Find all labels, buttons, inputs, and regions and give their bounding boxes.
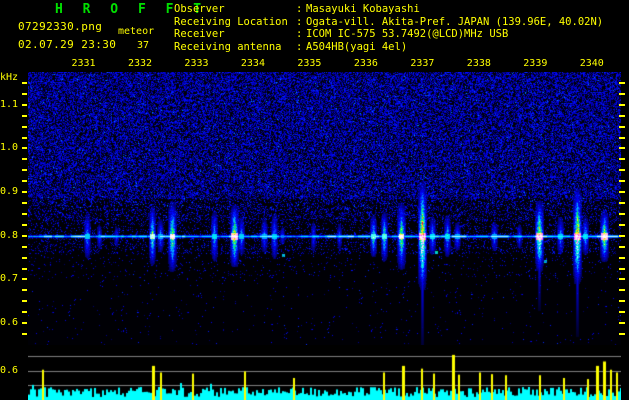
y-axis-tick-mark <box>22 103 27 106</box>
y-axis-tick-mark-right <box>619 289 625 292</box>
spectrogram-canvas <box>28 72 621 345</box>
y-axis-tick-mark <box>22 169 27 172</box>
y-axis-tick-mark-right <box>619 158 625 161</box>
y-axis-tick-mark-right <box>619 234 625 237</box>
meteor-count-label: meteor <box>118 26 155 37</box>
app-title: H R O F F T <box>55 2 208 17</box>
y-axis-tick-mark-right <box>619 114 625 117</box>
metadata-value: ICOM IC-575 53.7492(@LCD)MHz USB <box>306 28 509 41</box>
y-axis-tick-mark-right <box>619 300 625 303</box>
y-axis-tick-mark <box>22 245 27 248</box>
metadata-colon: : <box>296 3 303 15</box>
metadata-key: Receiving Location <box>174 15 288 28</box>
metadata-colon: : <box>296 28 303 41</box>
y-axis-tick-mark-right <box>619 278 625 281</box>
metadata-block: Observer: Masayuki Kobayashi Receiving Loc… <box>174 3 603 53</box>
y-axis-tick-mark-right <box>619 223 625 226</box>
y-axis-tick-mark-right <box>619 311 625 314</box>
y-axis-tick-mark-right <box>619 147 625 150</box>
y-axis-tick-mark-right <box>619 169 625 172</box>
x-axis-tick-label: 2334 <box>240 58 265 69</box>
metadata-key: Receiving antenna <box>174 40 282 53</box>
y-axis-tick-mark <box>22 202 27 205</box>
y-axis-tick-mark-right <box>619 245 625 248</box>
y-axis-tick-mark <box>22 234 27 237</box>
y-axis-tick-label: 0.6 <box>0 317 19 329</box>
metadata-value: A504HB(yagi 4el) <box>306 40 408 53</box>
y-axis-tick-mark-right <box>619 81 625 84</box>
y-axis-tick-mark <box>22 125 27 128</box>
x-axis-tick-label: 2335 <box>297 58 322 69</box>
y-axis-tick-mark-right <box>619 202 625 205</box>
strip-chart-y-label: 0.6 <box>0 365 19 376</box>
metadata-key: Receiver <box>174 28 225 41</box>
metadata-row: Receiving antenna: A504HB(yagi 4el) <box>174 41 603 54</box>
y-axis-tick-mark <box>22 300 27 303</box>
y-axis-tick-mark <box>22 212 27 215</box>
y-axis-tick-mark <box>22 322 27 325</box>
filename-label: 07292330.png <box>18 20 103 33</box>
y-axis-tick-mark <box>22 158 27 161</box>
y-axis-tick-mark <box>22 191 27 194</box>
y-axis-tick-mark <box>22 333 27 336</box>
y-axis-tick-label: 0.7 <box>0 273 19 285</box>
x-axis-tick-label: 2339 <box>523 58 548 69</box>
y-axis-tick-mark <box>22 223 27 226</box>
metadata-key: Observer <box>174 3 225 15</box>
metadata-row: Receiving Location: Ogata-vill. Akita-Pre… <box>174 16 603 29</box>
meteor-count-value: 37 <box>137 40 150 51</box>
y-axis-tick-mark <box>22 147 27 150</box>
x-axis-tick-label: 2333 <box>184 58 209 69</box>
y-axis-tick-mark <box>22 81 27 84</box>
metadata-value: Ogata-vill. Akita-Pref. JAPAN (139.96E, … <box>306 15 604 28</box>
metadata-row: Observer: Masayuki Kobayashi <box>174 3 603 16</box>
x-axis-tick-label: 2340 <box>579 58 604 69</box>
y-axis-tick-label: 1.1 <box>0 98 19 110</box>
y-axis-tick-mark-right <box>619 267 625 270</box>
header-panel: H R O F F T 07292330.png 02.07.29 23:30 … <box>0 0 629 58</box>
y-axis-tick-label: 1.0 <box>0 142 19 154</box>
y-axis-tick-mark <box>22 267 27 270</box>
y-axis-tick-mark <box>22 256 27 259</box>
y-axis-tick-mark <box>22 136 27 139</box>
x-axis-tick-label: 2336 <box>353 58 378 69</box>
spectrogram-panel: 2331 2332 2333 2334 2335 2336 2337 2338 2339 2340… <box>0 58 629 345</box>
x-axis-tick-label: 2331 <box>71 58 96 69</box>
strip-chart-canvas <box>28 345 621 400</box>
y-axis-tick-label: 0.8 <box>0 229 19 241</box>
datetime-label: 02.07.29 23:30 <box>18 38 117 51</box>
y-axis-tick-mark <box>22 92 27 95</box>
x-axis-tick-label: 2338 <box>466 58 491 69</box>
y-axis-tick-label: 0.9 <box>0 186 19 198</box>
y-axis-tick-mark <box>22 114 27 117</box>
y-axis-tick-mark-right <box>619 136 625 139</box>
metadata-colon: : <box>296 40 303 53</box>
y-axis-tick-mark-right <box>619 92 625 95</box>
x-axis-tick-label: 2337 <box>410 58 435 69</box>
y-axis-tick-mark <box>22 311 27 314</box>
strip-chart-panel <box>0 345 629 400</box>
y-axis-tick-mark-right <box>619 322 625 325</box>
metadata-row: Receiver: ICOM IC-575 53.7492(@LCD)MHz US… <box>174 28 603 41</box>
x-axis-tick-label: 2332 <box>127 58 153 69</box>
y-axis-tick-mark-right <box>619 212 625 215</box>
y-axis-tick-mark-right <box>619 125 625 128</box>
y-axis-tick-mark <box>22 180 27 183</box>
y-axis-tick-mark <box>22 278 27 281</box>
metadata-value: Masayuki Kobayashi <box>306 3 420 15</box>
y-axis-tick-mark-right <box>619 191 625 194</box>
y-axis-tick-mark-right <box>619 103 625 106</box>
metadata-colon: : <box>296 15 303 28</box>
y-axis-tick-mark <box>22 289 27 292</box>
y-axis-tick-mark-right <box>619 180 625 183</box>
y-axis-tick-mark-right <box>619 333 625 336</box>
y-axis-tick-mark-right <box>619 256 625 259</box>
y-axis-unit-label: kHz <box>0 72 19 83</box>
spectrogram-x-axis: 2331 2332 2333 2334 2335 2336 2337 2338 2339 2340 <box>0 58 629 72</box>
